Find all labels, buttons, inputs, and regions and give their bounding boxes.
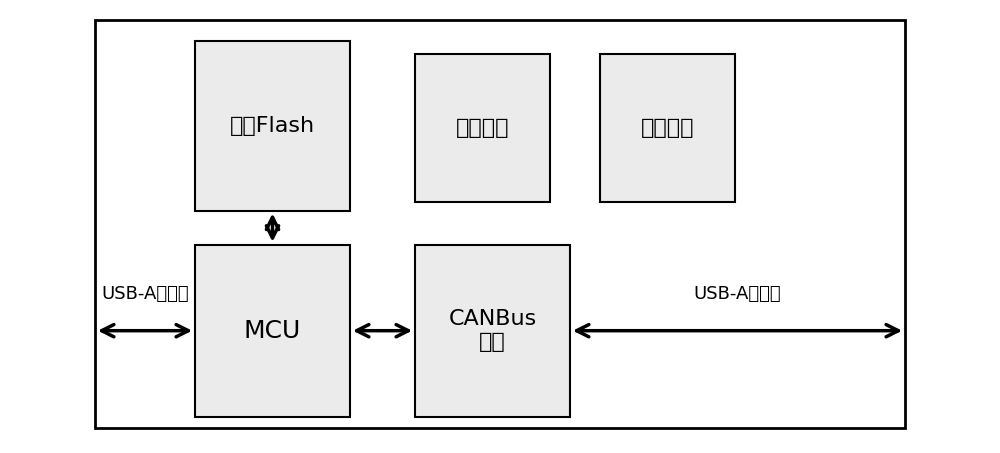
Text: CANBus
模块: CANBus 模块: [448, 309, 537, 352]
Text: USB-A型插头: USB-A型插头: [694, 285, 781, 304]
Text: 电源模块: 电源模块: [641, 118, 694, 138]
Bar: [415, 54, 550, 202]
Text: 扩展Flash: 扩展Flash: [230, 116, 315, 136]
Text: MCU: MCU: [244, 319, 301, 342]
Text: 其他模块: 其他模块: [456, 118, 509, 138]
Bar: [415, 245, 570, 417]
Bar: [195, 41, 350, 211]
Text: USB-A型插座: USB-A型插座: [101, 285, 189, 304]
Bar: [95, 20, 905, 428]
Bar: [195, 245, 350, 417]
Bar: [600, 54, 735, 202]
